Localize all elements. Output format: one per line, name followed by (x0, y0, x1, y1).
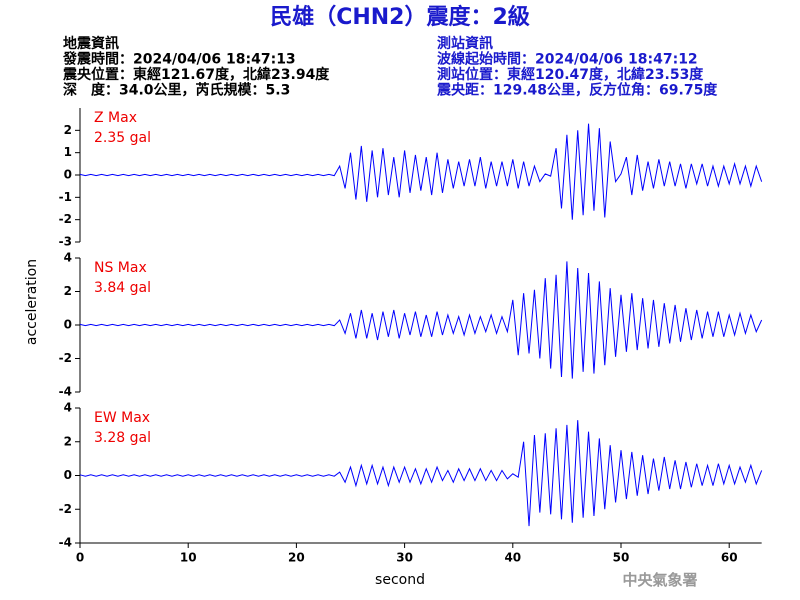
station-info: 發震時間：2024/04/06 18:47:13 (62, 51, 296, 68)
max-annotation: 3.28 gal (94, 430, 151, 446)
x-tick-label: 60 (721, 551, 738, 565)
max-annotation: EW Max (94, 410, 150, 426)
x-tick-label: 10 (180, 551, 197, 565)
watermark: 中央氣象署 (622, 571, 697, 589)
y-tick-label: 2 (64, 284, 72, 298)
station-info: 震央位置：東經121.67度，北緯23.94度 (62, 66, 330, 83)
y-tick-label: 4 (64, 401, 72, 415)
waveform (79, 123, 763, 220)
y-tick-label: 0 (64, 318, 72, 332)
station-info: 測站資訊 (437, 35, 493, 52)
chart-title: 民雄（CHN2）震度：2級 (270, 4, 530, 30)
waveform (79, 420, 763, 527)
max-annotation: Z Max (94, 110, 137, 126)
y-tick-label: 2 (64, 123, 72, 137)
y-tick-label: -4 (59, 385, 72, 399)
station-info: 波線起始時間：2024/04/06 18:47:12 (437, 51, 698, 68)
x-axis-label: second (375, 572, 425, 588)
station-info: 測站位置：東經120.47度，北緯23.53度 (437, 66, 704, 83)
y-tick-label: -2 (59, 212, 72, 226)
x-tick-label: 50 (613, 551, 630, 565)
max-annotation: 2.35 gal (94, 130, 151, 146)
y-tick-label: 2 (64, 434, 72, 448)
y-tick-label: -2 (59, 502, 72, 516)
x-tick-label: 40 (504, 551, 521, 565)
y-tick-label: 0 (64, 468, 72, 482)
y-tick-label: 1 (64, 145, 72, 159)
x-tick-label: 30 (396, 551, 413, 565)
y-tick-label: 0 (64, 168, 72, 182)
y-axis-label: acceleration (24, 259, 40, 345)
station-info: 地震資訊 (63, 35, 119, 52)
waveform (79, 261, 763, 379)
station-info: 深 度：34.0公里，芮氏規模：5.3 (63, 82, 290, 99)
y-tick-label: -4 (59, 536, 72, 550)
y-tick-label: 4 (64, 251, 72, 265)
station-info: 震央距：129.48公里，反方位角：69.75度 (436, 82, 718, 99)
x-tick-label: 0 (76, 551, 84, 565)
max-annotation: NS Max (94, 260, 147, 276)
y-tick-label: -2 (59, 351, 72, 365)
y-tick-label: -3 (59, 235, 72, 249)
y-tick-label: -1 (59, 190, 72, 204)
x-tick-label: 20 (288, 551, 305, 565)
max-annotation: 3.84 gal (94, 280, 151, 296)
